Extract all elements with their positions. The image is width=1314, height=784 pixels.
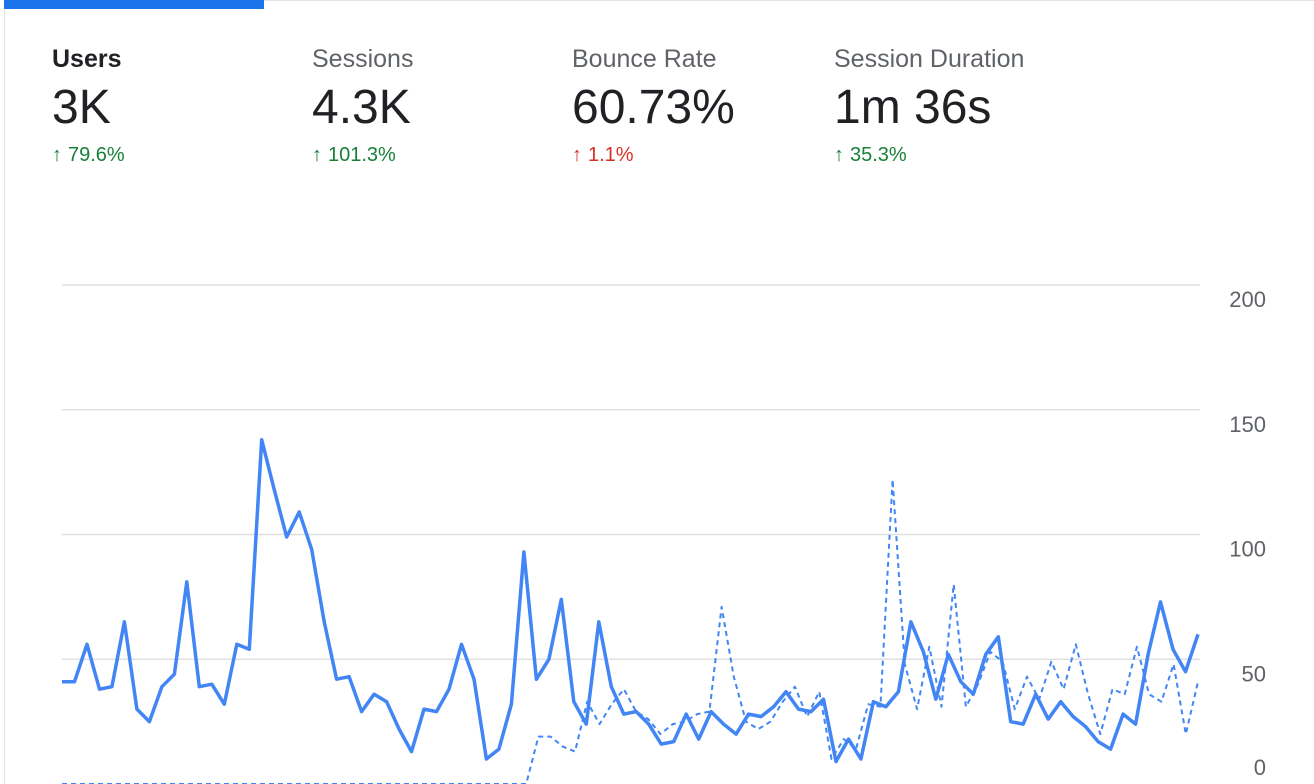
metric-delta: ↑ 79.6% — [52, 142, 302, 168]
metric-label: Sessions — [312, 45, 414, 73]
metric-sessions[interactable]: Sessions 4.3K ↑ 101.3% — [312, 42, 562, 168]
up-icon: ↑ — [52, 144, 62, 166]
metric-session-duration[interactable]: Session Duration 1m 36s ↑ 35.3% — [834, 42, 1084, 168]
current-period-line — [62, 437, 1200, 764]
selected-metric-indicator — [4, 0, 264, 9]
metric-delta-text: 101.3% — [328, 144, 396, 166]
metric-delta-text: 1.1% — [588, 144, 634, 166]
y-tick-label: 200 — [1229, 287, 1266, 312]
metric-label: Bounce Rate — [572, 45, 717, 73]
scorecard-card — [4, 0, 1314, 784]
metric-label: Session Duration — [834, 45, 1025, 73]
metric-label: Users — [52, 45, 122, 73]
metric-value: 60.73% — [572, 81, 735, 134]
metric-value: 4.3K — [312, 81, 411, 134]
y-tick-label: 50 — [1242, 661, 1266, 686]
y-tick-label: 100 — [1229, 537, 1266, 562]
metric-delta: ↑ 35.3% — [834, 142, 1084, 168]
y-tick-label: 150 — [1229, 412, 1266, 437]
metric-delta: ↑ 101.3% — [312, 142, 562, 168]
metric-users[interactable]: Users 3K ↑ 79.6% — [52, 42, 302, 168]
metric-delta-text: 79.6% — [68, 144, 125, 166]
up-icon: ↑ — [572, 144, 582, 166]
metric-value: 1m 36s — [834, 81, 992, 134]
previous-period-line — [62, 478, 1199, 784]
metric-delta-text: 35.3% — [850, 144, 907, 166]
metric-value: 3K — [52, 81, 111, 134]
y-tick-label: 0 — [1254, 755, 1266, 780]
up-icon: ↑ — [834, 144, 844, 166]
up-icon: ↑ — [312, 144, 322, 166]
metric-delta: ↑ 1.1% — [572, 142, 822, 168]
metric-bounce-rate[interactable]: Bounce Rate 60.73% ↑ 1.1% — [572, 42, 822, 168]
